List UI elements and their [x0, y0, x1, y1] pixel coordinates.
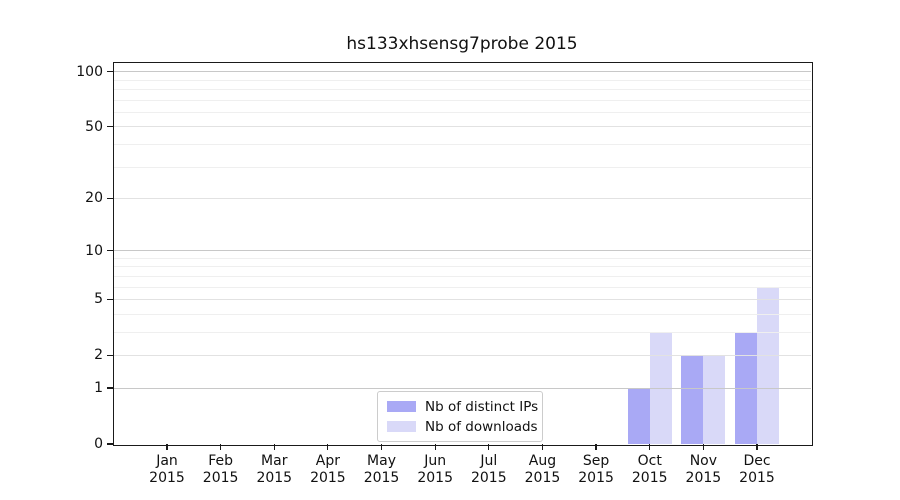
- x-tick-mark-dec: [756, 444, 758, 450]
- y-gridline-90: [113, 79, 811, 81]
- legend-entry: Nb of distinct IPs: [387, 398, 538, 415]
- x-tick-mark-apr: [327, 444, 329, 450]
- x-tick-month: Sep: [582, 453, 610, 469]
- y-gridline-50: [113, 126, 811, 128]
- y-tick-mark-20: [107, 197, 113, 200]
- x-tick-year: 2015: [310, 469, 346, 486]
- legend-label: Nb of downloads: [425, 418, 538, 435]
- y-tick-label-100: 100: [76, 63, 103, 80]
- x-tick-label-nov: Nov 2015: [663, 453, 743, 486]
- x-tick-mark-oct: [649, 444, 651, 450]
- x-tick-label-sep: Sep 2015: [556, 453, 636, 486]
- x-tick-year: 2015: [578, 469, 614, 486]
- x-tick-mark-jan: [166, 444, 168, 450]
- x-tick-label-jan: Jan 2015: [127, 453, 207, 486]
- x-tick-label-mar: Mar 2015: [234, 453, 314, 486]
- x-tick-month: Jul: [480, 453, 498, 469]
- y-tick-label-50: 50: [85, 118, 103, 135]
- x-tick-mark-mar: [273, 444, 275, 450]
- x-tick-year: 2015: [631, 469, 668, 486]
- y-gridline-60: [113, 111, 811, 113]
- x-tick-mark-sep: [595, 444, 597, 450]
- y-tick-label-20: 20: [85, 190, 103, 207]
- legend-swatch: [387, 421, 416, 432]
- x-tick-year: 2015: [685, 469, 722, 486]
- x-tick-month: Mar: [261, 453, 288, 469]
- bar-nb-of-distinct-ips-nov: [681, 355, 704, 444]
- x-tick-year: 2015: [524, 469, 561, 486]
- x-tick-mark-nov: [702, 444, 704, 450]
- x-tick-label-jul: Jul 2015: [449, 453, 529, 486]
- x-tick-year: 2015: [417, 469, 453, 486]
- x-tick-label-aug: Aug 2015: [502, 453, 582, 486]
- x-tick-mark-may: [380, 444, 383, 450]
- legend: Nb of distinct IPs Nb of downloads: [377, 391, 543, 442]
- y-gridline-7: [113, 275, 811, 277]
- x-tick-mark-jul: [488, 444, 490, 450]
- legend-swatch: [387, 401, 416, 412]
- bar-nb-of-downloads-nov: [703, 355, 726, 444]
- y-gridline-30: [113, 166, 811, 168]
- chart-title: hs133xhsensg7probe 2015: [346, 34, 578, 54]
- y-tick-mark-100: [107, 71, 113, 73]
- y-gridline-20: [113, 197, 811, 199]
- x-tick-label-dec: Dec 2015: [717, 453, 797, 486]
- x-tick-label-jun: Jun 2015: [395, 453, 475, 486]
- y-tick-label-10: 10: [85, 242, 103, 259]
- y-tick-mark-10: [107, 249, 113, 252]
- y-gridline-9: [113, 257, 811, 259]
- y-tick-mark-1: [107, 387, 113, 389]
- x-tick-year: 2015: [739, 469, 775, 486]
- y-tick-label-1: 1: [94, 380, 103, 397]
- x-tick-month: Dec: [743, 453, 771, 469]
- x-tick-year: 2015: [363, 469, 400, 486]
- y-gridline-2: [113, 354, 811, 356]
- legend-label: Nb of distinct IPs: [425, 398, 539, 415]
- y-tick-label-0: 0: [94, 436, 103, 452]
- y-gridline-10: [113, 250, 811, 252]
- y-gridline-4: [113, 313, 811, 315]
- x-tick-month: Feb: [208, 453, 234, 469]
- bar-nb-of-distinct-ips-oct: [627, 388, 650, 444]
- x-tick-month: Oct: [637, 453, 662, 469]
- y-gridline-5: [113, 298, 811, 300]
- legend-entry: Nb of downloads: [387, 418, 538, 435]
- y-gridline-1: [113, 387, 811, 389]
- y-gridline-6: [113, 286, 811, 288]
- x-tick-month: Nov: [689, 453, 718, 469]
- x-tick-mark-jun: [434, 444, 436, 450]
- y-gridline-8: [113, 266, 811, 268]
- x-tick-mark-aug: [541, 444, 544, 450]
- y-gridline-70: [113, 99, 811, 101]
- x-tick-label-apr: Apr 2015: [288, 453, 368, 486]
- y-gridline-3: [113, 331, 811, 333]
- x-tick-year: 2015: [256, 469, 293, 486]
- x-tick-month: May: [367, 453, 396, 469]
- x-tick-month: Jan: [156, 453, 178, 469]
- bar-nb-of-downloads-dec: [757, 287, 779, 444]
- y-tick-mark-5: [107, 298, 113, 301]
- y-tick-label-2: 2: [94, 347, 103, 364]
- y-tick-label-5: 5: [94, 291, 103, 308]
- plot-border: [113, 62, 813, 446]
- y-gridline-80: [113, 89, 811, 91]
- x-tick-label-may: May 2015: [342, 453, 422, 486]
- x-tick-label-oct: Oct 2015: [610, 453, 690, 486]
- x-tick-year: 2015: [202, 469, 239, 486]
- y-gridline-40: [113, 143, 811, 145]
- y-tick-mark-50: [107, 126, 113, 128]
- y-tick-mark-2: [107, 354, 113, 356]
- x-tick-month: Aug: [528, 453, 557, 469]
- x-tick-year: 2015: [470, 469, 507, 486]
- x-tick-year: 2015: [149, 469, 185, 486]
- x-tick-month: Jun: [424, 453, 447, 469]
- y-tick-mark-0: [107, 443, 113, 445]
- x-tick-mark-feb: [220, 444, 222, 450]
- x-tick-label-feb: Feb 2015: [181, 453, 261, 486]
- y-gridline-100: [113, 71, 811, 73]
- x-tick-month: Apr: [315, 453, 341, 469]
